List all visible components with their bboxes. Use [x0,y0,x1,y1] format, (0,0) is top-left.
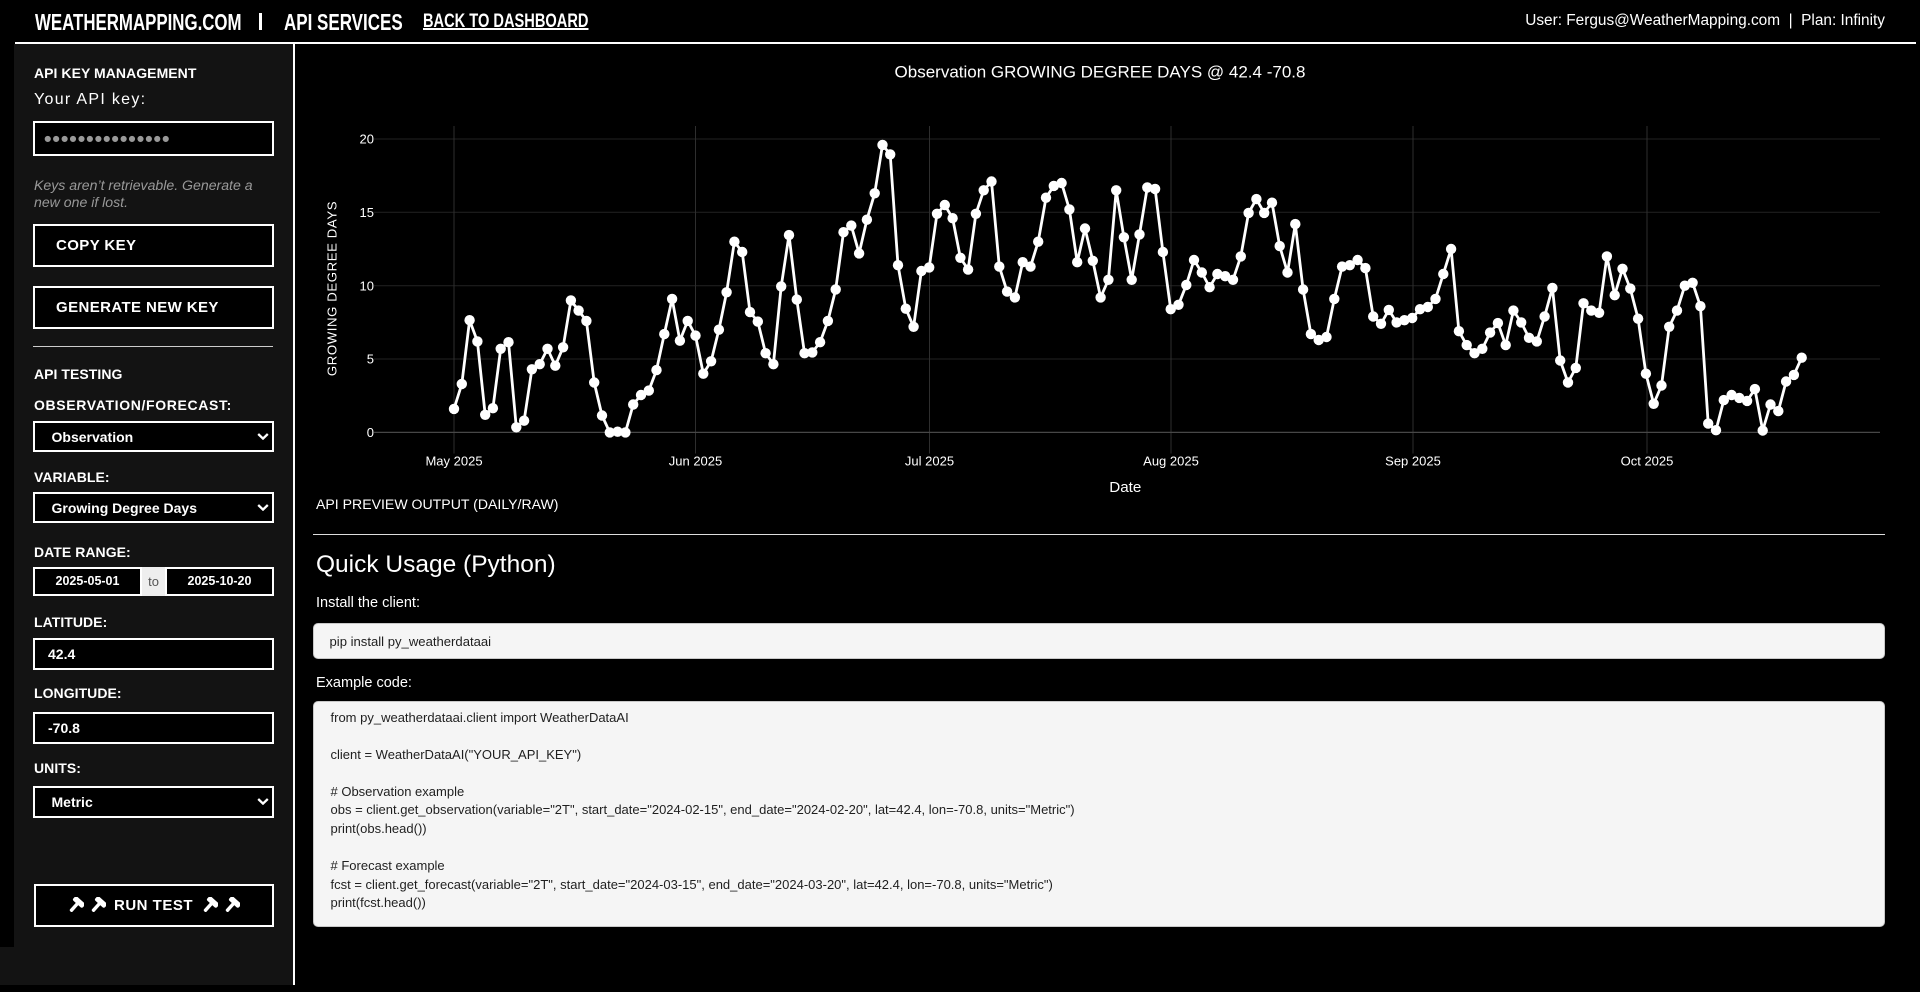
svg-text:0: 0 [367,425,374,440]
svg-text:20: 20 [360,132,374,147]
svg-text:Oct 2025: Oct 2025 [1621,454,1674,469]
svg-text:May 2025: May 2025 [425,454,482,469]
svg-text:10: 10 [360,278,374,293]
svg-text:15: 15 [360,205,374,220]
svg-text:Sep 2025: Sep 2025 [1385,454,1441,469]
svg-text:GROWING DEGREE DAYS: GROWING DEGREE DAYS [325,201,340,376]
svg-text:5: 5 [367,352,374,367]
svg-text:Date: Date [1109,479,1141,496]
svg-text:Observation GROWING DEGREE DAY: Observation GROWING DEGREE DAYS @ 42.4 -… [895,63,1306,82]
svg-text:Jun 2025: Jun 2025 [669,454,723,469]
svg-text:Aug 2025: Aug 2025 [1143,454,1199,469]
svg-text:Jul 2025: Jul 2025 [905,454,954,469]
